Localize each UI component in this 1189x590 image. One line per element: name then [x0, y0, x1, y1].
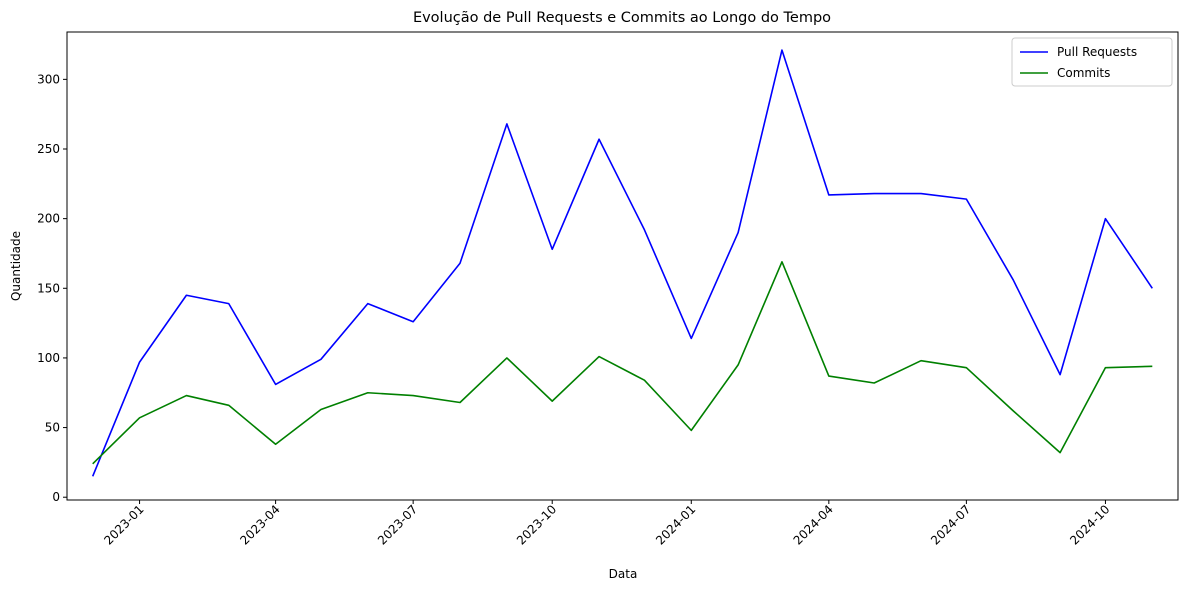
x-tick-label: 2024-07 [928, 502, 973, 547]
series-line-commits [92, 261, 1153, 465]
y-tick-label: 300 [37, 72, 60, 86]
legend-box [1011, 37, 1173, 87]
y-tick-label: 250 [37, 142, 60, 156]
y-axis-title: Quantidade [9, 231, 23, 301]
x-axis-title: Data [609, 567, 638, 581]
x-axis: 2023-01 2023-04 2023-07 2023-10 2024-01 2024-… [101, 500, 1113, 548]
x-tick-label: 2024-04 [791, 502, 836, 547]
series-layer [91, 49, 1153, 477]
y-tick-label: 150 [37, 281, 60, 295]
legend: Pull Requests Commits [1011, 37, 1173, 87]
x-tick-label: 2024-10 [1067, 502, 1112, 547]
y-axis: 0 50 100 150 200 250 300 [37, 72, 67, 504]
y-tick-label: 100 [37, 351, 60, 365]
x-tick-label: 2023-04 [237, 502, 282, 547]
y-tick-label: 0 [52, 490, 60, 504]
chart-title: Evolução de Pull Requests e Commits ao L… [413, 10, 831, 26]
y-tick-label: 50 [45, 421, 60, 435]
y-tick-label: 200 [37, 212, 60, 226]
x-tick-label: 2023-10 [514, 502, 559, 547]
plot-area [66, 31, 1179, 501]
series-line-pull-requests [91, 49, 1153, 477]
legend-label: Commits [1057, 66, 1110, 80]
legend-label: Pull Requests [1057, 45, 1137, 59]
plot-frame [66, 31, 1179, 501]
x-tick-label: 2023-07 [375, 502, 420, 547]
x-tick-label: 2023-01 [101, 502, 146, 547]
x-tick-label: 2024-01 [653, 502, 698, 547]
